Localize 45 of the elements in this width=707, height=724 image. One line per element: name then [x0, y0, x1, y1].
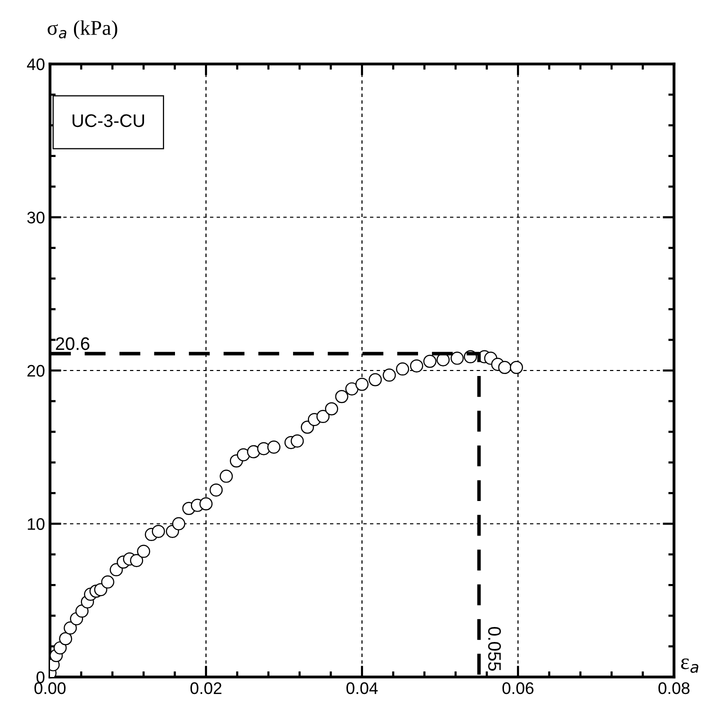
point [410, 359, 424, 372]
point [450, 352, 464, 365]
point [335, 390, 348, 404]
point [345, 382, 358, 396]
point [498, 360, 512, 374]
point [236, 448, 250, 462]
point [382, 368, 396, 382]
point [152, 524, 165, 538]
y-axis-title: σ$_{a}$ (kPa) [48, 20, 118, 40]
point [325, 402, 338, 416]
point [316, 410, 330, 424]
point [75, 604, 89, 618]
annotation: 20.6 [56, 337, 90, 350]
point [110, 563, 123, 576]
annotation: UC-3-CU [72, 114, 144, 128]
annotation: 0.055 [488, 626, 501, 671]
y-tick-label: 10 [28, 518, 44, 530]
point [64, 621, 77, 635]
point [101, 575, 114, 589]
point [220, 470, 233, 483]
point [423, 354, 436, 368]
point [199, 497, 213, 510]
y-tick-label: 40 [26, 58, 44, 70]
point [247, 445, 260, 458]
point [137, 544, 150, 558]
y-tick-label: 0 [36, 671, 44, 684]
x-tick-label: 0.08 [658, 682, 690, 694]
point [355, 378, 369, 391]
point [130, 554, 144, 568]
y-tick-label: 20 [27, 364, 44, 377]
x-axis-title: ε$_{a}$ [681, 658, 698, 673]
x-tick-label: 0.02 [190, 682, 222, 694]
point [396, 362, 410, 376]
x-tick-label: 0.04 [346, 682, 378, 694]
point [172, 517, 186, 530]
point [368, 373, 382, 386]
point [267, 440, 280, 454]
y-tick-label: 30 [27, 212, 44, 224]
point [54, 641, 67, 654]
point [290, 434, 304, 448]
point [510, 360, 524, 374]
x-tick-label: 0.06 [502, 682, 534, 694]
point [210, 483, 223, 497]
x-tick-label: 0.00 [34, 682, 66, 694]
point [59, 632, 72, 646]
